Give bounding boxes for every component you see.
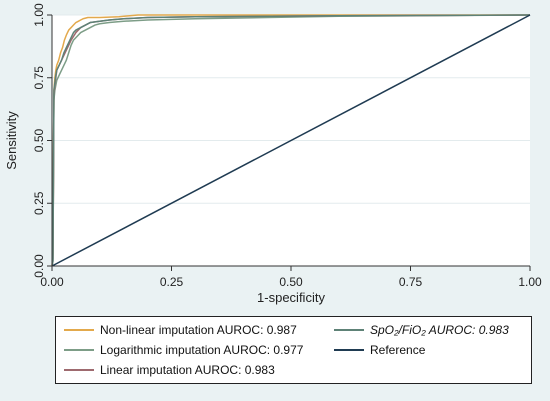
- legend-swatch: [64, 349, 94, 351]
- y-tick-label: 0.25: [32, 191, 46, 215]
- legend-swatch: [64, 369, 94, 371]
- x-tick-label: 0.25: [160, 275, 184, 289]
- y-tick-label: 0.00: [32, 254, 46, 278]
- legend-label: Reference: [370, 343, 426, 357]
- x-tick-label: 0.00: [40, 275, 64, 289]
- series-line: [51, 14, 531, 267]
- y-axis-title: Sensitivity: [4, 111, 19, 170]
- legend: Non-linear imputation AUROC: 0.987 SpO₂/…: [55, 316, 532, 384]
- legend-label: Non-linear imputation AUROC: 0.987: [100, 323, 297, 337]
- series-line: [51, 14, 531, 267]
- legend-item-logarithmic: Logarithmic imputation AUROC: 0.977: [64, 343, 303, 357]
- series-line: [51, 14, 531, 267]
- x-tick-label: 1.00: [518, 275, 542, 289]
- y-tick-label: 1.00: [32, 3, 46, 27]
- legend-item-reference: Reference: [334, 343, 425, 357]
- legend-label: Linear imputation AUROC: 0.983: [100, 363, 275, 377]
- legend-item-nonlinear: Non-linear imputation AUROC: 0.987: [64, 323, 297, 337]
- x-axis-title: 1-specificity: [257, 290, 325, 305]
- legend-swatch: [334, 329, 364, 331]
- plot-area: 0.00 0.25 0.50 0.75 1.00 0.00 0.25 0.50 0.75 1.00…: [4, 3, 542, 305]
- legend-label: Logarithmic imputation AUROC: 0.977: [100, 343, 304, 357]
- legend-item-linear: Linear imputation AUROC: 0.983: [64, 363, 275, 377]
- x-tick-label: 0.50: [279, 275, 303, 289]
- legend-label: SpO₂/FiO₂ AUROC: 0.983: [370, 323, 509, 337]
- x-tick-label: 0.75: [399, 275, 423, 289]
- legend-swatch: [334, 349, 364, 351]
- legend-swatch: [64, 329, 94, 331]
- series-line: [51, 14, 530, 267]
- y-tick-label: 0.75: [32, 66, 46, 90]
- y-tick-label: 0.50: [32, 128, 46, 152]
- legend-item-spo2-fio2: SpO₂/FiO₂ AUROC: 0.983: [334, 323, 509, 337]
